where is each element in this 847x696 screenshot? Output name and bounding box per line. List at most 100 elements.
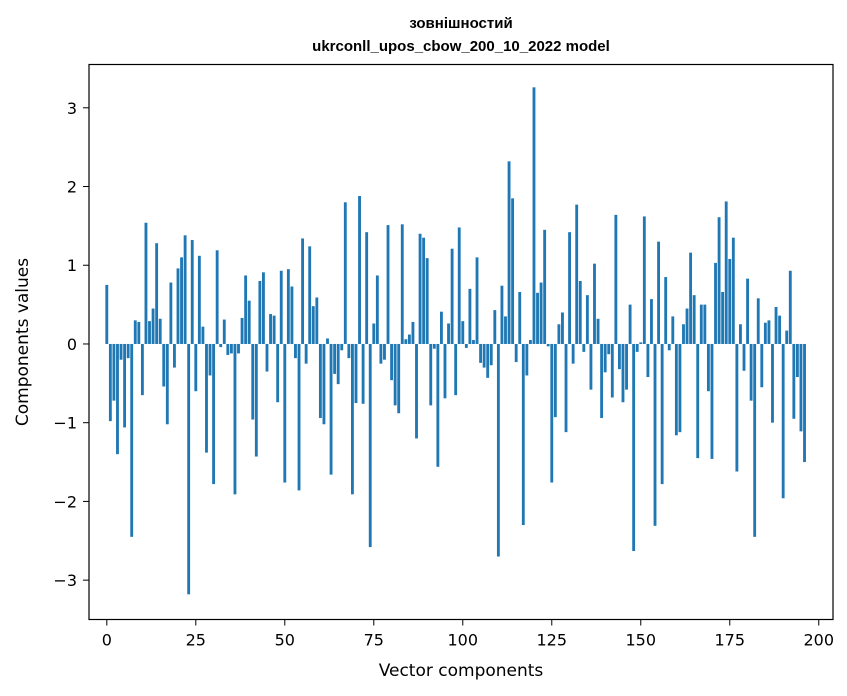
bar xyxy=(450,248,454,344)
bar xyxy=(792,343,796,419)
bar xyxy=(400,224,404,344)
bar xyxy=(578,280,582,344)
bar xyxy=(265,343,269,372)
y-tick-label: −1 xyxy=(53,414,77,433)
bar xyxy=(493,310,497,344)
bar xyxy=(546,343,550,347)
y-tick-label: 2 xyxy=(67,178,77,197)
bar xyxy=(351,343,354,495)
bar xyxy=(247,300,251,344)
bar xyxy=(699,304,703,344)
bar xyxy=(550,343,554,483)
bar xyxy=(589,343,593,390)
bar xyxy=(799,343,803,432)
bar xyxy=(539,282,543,344)
bar xyxy=(183,235,187,344)
bar xyxy=(617,343,621,370)
bar xyxy=(165,343,169,425)
bar xyxy=(123,343,127,428)
bar xyxy=(749,343,753,401)
bar xyxy=(507,161,511,344)
bar xyxy=(219,343,223,348)
bar xyxy=(116,343,119,455)
bar xyxy=(301,238,305,344)
bar xyxy=(674,343,678,436)
bar xyxy=(108,343,112,422)
bar xyxy=(194,343,198,392)
bar xyxy=(379,343,383,364)
bar xyxy=(272,315,276,344)
bar xyxy=(358,195,361,344)
x-tick-label: 150 xyxy=(625,631,656,650)
bar xyxy=(593,263,596,344)
bar xyxy=(422,237,426,344)
bar xyxy=(778,315,782,344)
chart-subtitle: ukrconll_upos_cbow_200_10_2022 model xyxy=(312,38,610,55)
bar xyxy=(628,304,632,344)
bar xyxy=(703,304,707,344)
bar xyxy=(340,343,344,351)
bar xyxy=(585,295,589,344)
bar xyxy=(571,343,575,364)
bars xyxy=(105,87,806,595)
bar xyxy=(760,343,764,388)
bar xyxy=(803,343,806,463)
bar xyxy=(226,343,230,355)
bar xyxy=(429,343,433,406)
bar xyxy=(646,343,650,378)
bar xyxy=(753,343,757,537)
bar xyxy=(717,217,721,344)
bar xyxy=(390,343,394,381)
bar xyxy=(201,326,205,344)
bar xyxy=(233,343,237,495)
bar xyxy=(304,343,308,364)
bar xyxy=(393,343,397,406)
bar xyxy=(785,330,789,344)
bar xyxy=(771,343,774,423)
bar xyxy=(575,204,579,344)
x-tick-label: 125 xyxy=(537,631,568,650)
bar xyxy=(279,270,283,344)
bar xyxy=(657,241,660,344)
bar xyxy=(482,343,486,368)
bar xyxy=(518,292,522,344)
bar xyxy=(411,321,415,344)
bar xyxy=(148,321,151,344)
bar xyxy=(561,312,564,344)
bar xyxy=(763,322,767,344)
bar xyxy=(308,246,312,344)
bar xyxy=(454,343,458,396)
bar xyxy=(173,343,176,368)
bar xyxy=(208,343,212,376)
bar xyxy=(215,250,219,344)
bar xyxy=(368,343,372,548)
y-tick-label: 1 xyxy=(67,256,77,275)
bar xyxy=(721,292,725,344)
bar xyxy=(664,277,668,344)
bar xyxy=(322,343,326,425)
bar xyxy=(151,308,155,344)
bar xyxy=(383,343,386,360)
bar xyxy=(158,318,162,344)
bar xyxy=(660,343,664,485)
bar xyxy=(176,268,180,344)
bar xyxy=(130,343,134,537)
bar xyxy=(447,323,450,344)
bar xyxy=(440,311,443,344)
bar xyxy=(112,343,116,401)
bar xyxy=(689,252,693,344)
bar xyxy=(557,324,561,344)
y-tick-label: −3 xyxy=(53,571,77,590)
bar xyxy=(553,343,557,418)
bar xyxy=(514,343,518,363)
bar xyxy=(315,297,319,344)
bar xyxy=(404,339,408,344)
bar xyxy=(489,343,493,366)
bar xyxy=(746,278,749,344)
bar xyxy=(728,258,732,344)
bar xyxy=(144,222,148,344)
bar xyxy=(714,262,717,344)
bar xyxy=(222,319,226,344)
bar xyxy=(251,343,255,420)
bar xyxy=(621,343,625,403)
